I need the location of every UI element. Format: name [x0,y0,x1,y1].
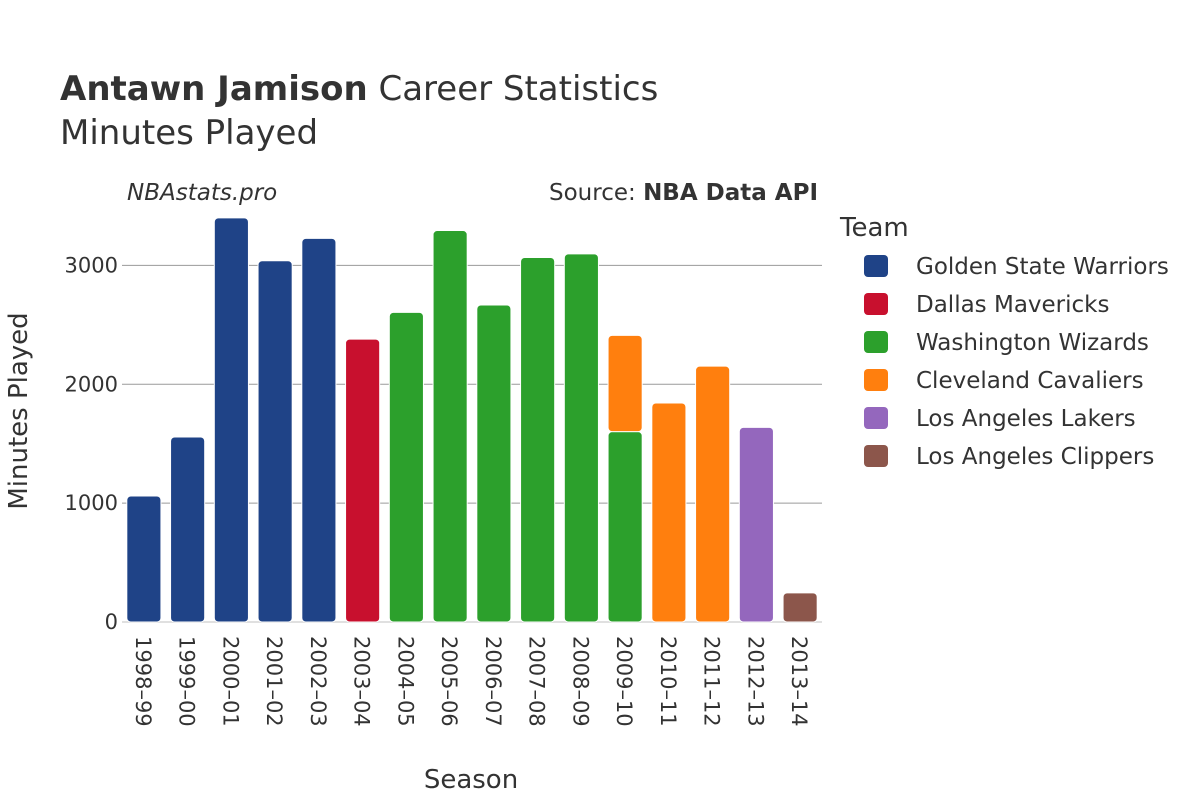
watermark: NBAstats.pro [127,180,277,206]
bar[interactable] [126,495,162,623]
bar[interactable] [345,338,381,623]
x-axis-ticks: 1998–99 1999–00 2000–01 2001–02 2002–03 2003–… [131,636,811,727]
legend-item[interactable]: Cleveland Cavaliers [864,368,1144,394]
bars [126,217,818,623]
legend-label: Los Angeles Clippers [916,444,1154,470]
bar[interactable] [520,257,556,623]
legend-label: Golden State Warriors [916,254,1169,280]
legend-swatch [864,331,888,353]
legend-item[interactable]: Washington Wizards [864,330,1149,356]
x-tick-label: 1998–99 [131,636,155,727]
legend-swatch [864,407,888,429]
legend-swatch [864,255,888,277]
bar[interactable] [170,436,206,623]
bar[interactable] [738,426,774,623]
legend: Golden State Warriors Dallas Mavericks Was… [864,254,1169,470]
source-note: Source: NBA Data API [549,180,818,206]
y-tick-label: 2000 [65,372,118,396]
bar[interactable] [388,311,424,623]
legend-title: Team [839,213,909,243]
x-tick-label: 1999–00 [175,636,199,727]
x-axis-title: Season [424,765,518,795]
legend-swatch [864,445,888,467]
y-tick-label: 0 [105,610,118,634]
legend-label: Washington Wizards [916,330,1149,356]
bar[interactable] [695,365,731,623]
legend-item[interactable]: Golden State Warriors [864,254,1169,280]
legend-label: Cleveland Cavaliers [916,368,1144,394]
bar[interactable] [607,334,643,433]
x-tick-label: 2008–09 [568,636,592,727]
bar[interactable] [651,402,687,623]
chart-title-player: Antawn Jamison [60,69,368,109]
x-tick-label: 2013–14 [787,636,811,727]
bar[interactable] [301,237,337,623]
chart-title-suffix: Career Statistics [368,69,659,109]
x-tick-label: 2009–10 [612,636,636,727]
x-tick-label: 2007–08 [525,636,549,727]
chart-subtitle: Minutes Played [60,113,318,153]
bar[interactable] [257,260,293,623]
y-tick-label: 3000 [65,253,118,277]
x-tick-label: 2005–06 [437,636,461,727]
x-tick-label: 2002–03 [306,636,330,727]
x-tick-label: 2003–04 [350,636,374,727]
legend-item[interactable]: Dallas Mavericks [864,292,1109,318]
legend-item[interactable]: Los Angeles Lakers [864,406,1136,432]
legend-swatch [864,293,888,315]
x-tick-label: 2011–12 [700,636,724,727]
legend-swatch [864,369,888,391]
x-tick-label: 2010–11 [656,636,680,727]
source-prefix: Source: [549,180,643,206]
x-tick-label: 2001–02 [262,636,286,727]
y-axis-title: Minutes Played [4,312,34,509]
legend-item[interactable]: Los Angeles Clippers [864,444,1154,470]
x-tick-label: 2006–07 [481,636,505,727]
bar[interactable] [213,217,249,623]
x-tick-label: 2012–13 [743,636,767,727]
bar[interactable] [607,431,643,623]
bar[interactable] [782,592,818,623]
bar[interactable] [563,253,599,623]
bar[interactable] [432,230,468,623]
bar[interactable] [476,304,512,623]
x-tick-label: 2000–01 [218,636,242,727]
source-name: NBA Data API [643,180,818,206]
y-tick-label: 1000 [65,491,118,515]
chart-title: Antawn Jamison Career Statistics [60,69,658,109]
legend-label: Dallas Mavericks [916,292,1109,318]
legend-label: Los Angeles Lakers [916,406,1136,432]
x-tick-label: 2004–05 [393,636,417,727]
y-axis-ticks: 0 1000 2000 3000 [65,253,118,634]
